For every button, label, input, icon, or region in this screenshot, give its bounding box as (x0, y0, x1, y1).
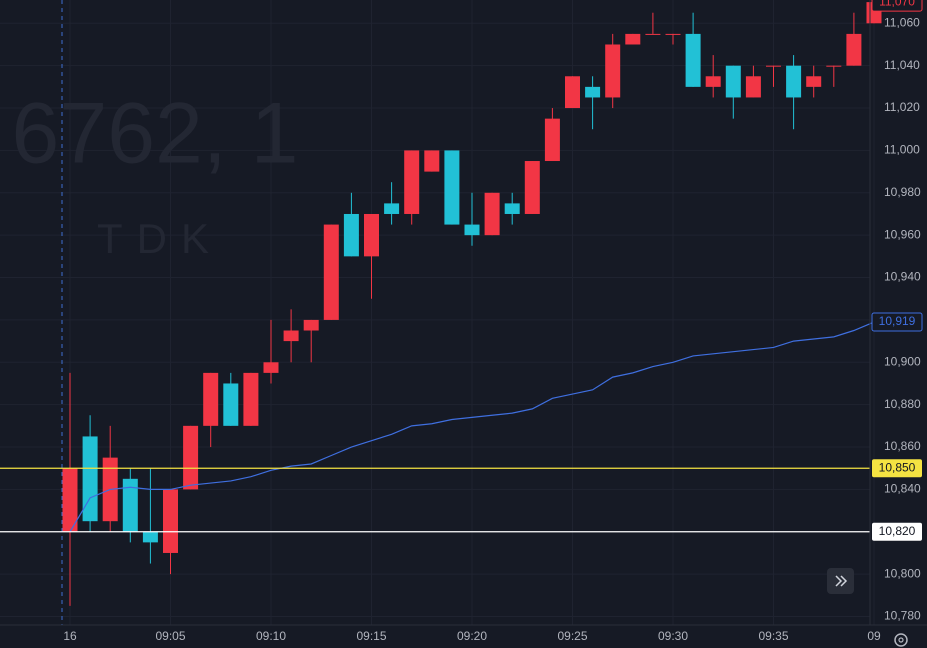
y-tick-label: 11,020 (884, 100, 920, 114)
y-tick-label: 10,840 (884, 482, 921, 496)
level-label-box (872, 459, 922, 478)
candle-body (163, 489, 178, 553)
watermark-name: TDK (97, 215, 223, 262)
y-tick-label: 10,900 (884, 354, 921, 368)
candle-body (665, 33, 681, 35)
vwap-line (69, 321, 875, 533)
candle-body (142, 531, 158, 543)
candle-body (243, 372, 259, 426)
y-tick-label: 11,040 (884, 58, 920, 72)
y-tick-label: 11,000 (884, 143, 920, 157)
candle-body (806, 76, 822, 87)
candle-body (524, 161, 540, 214)
y-tick-label: 10,980 (884, 185, 921, 199)
level-label: 10,850 (879, 460, 916, 474)
level-label-box (872, 522, 922, 541)
scroll-button[interactable] (827, 568, 854, 594)
candle-body (826, 65, 842, 67)
y-tick-label: 10,960 (884, 227, 921, 241)
candle-body (605, 44, 621, 98)
candle-body (504, 203, 520, 214)
candle-body (725, 65, 741, 98)
candle-body (444, 150, 460, 225)
candle-body (283, 330, 299, 342)
vwap-label: 10,919 (879, 314, 916, 328)
candle-body (82, 436, 98, 522)
candle-body (484, 192, 500, 236)
candle-body (464, 224, 480, 236)
candle-body (585, 86, 601, 98)
candle-body (364, 213, 379, 257)
y-tick-label: 10,800 (884, 566, 921, 580)
x-tick-label: 09:05 (155, 629, 185, 643)
x-tick-label: 09:35 (758, 629, 788, 643)
candle-body (565, 76, 580, 109)
x-tick-label: 09:20 (457, 629, 487, 643)
candle-body (203, 372, 219, 426)
candle-body (766, 65, 781, 67)
x-tick-label: 09:15 (356, 629, 386, 643)
vwap-label-box (871, 312, 923, 332)
y-tick-label: 10,880 (884, 397, 921, 411)
y-tick-label: 10,780 (884, 609, 921, 623)
level-label: 10,820 (879, 524, 916, 538)
candle-body (745, 76, 761, 98)
y-tick-label: 10,940 (884, 270, 921, 284)
candle-body (384, 203, 400, 214)
candle-body (343, 213, 359, 257)
y-tick-label: 11,060 (884, 15, 920, 29)
x-tick-label: 16 (63, 629, 77, 643)
plot-area (0, 2, 882, 606)
candle-body (122, 478, 138, 532)
settings-button[interactable] (894, 633, 908, 647)
x-tick-label: 09:10 (256, 629, 286, 643)
price-label: 11,070 (879, 0, 915, 8)
candle-body (183, 425, 199, 490)
candle-body (323, 224, 339, 320)
candle-body (424, 150, 440, 172)
candle-body (625, 33, 641, 45)
candle-body (645, 33, 661, 35)
y-tick-label: 10,860 (884, 439, 921, 453)
candle-body (786, 65, 802, 98)
candle-body (303, 319, 319, 331)
candle-body (223, 383, 239, 426)
watermark-symbol: 6762, 1 (12, 86, 299, 182)
candle-body (685, 33, 701, 87)
candle-body (404, 150, 420, 214)
x-tick-label: 09 (867, 629, 881, 643)
candle-body (62, 468, 78, 532)
candle-body (705, 76, 721, 87)
candle-body (846, 33, 862, 66)
axes: 10,780 10,800 10,820 10,840 10,860 10,880 10,9… (63, 0, 923, 643)
candle-body (263, 362, 279, 373)
x-tick-label: 09:30 (658, 629, 688, 643)
candle-body (544, 118, 560, 162)
price-label-box (871, 0, 923, 12)
x-tick-label: 09:25 (557, 629, 587, 643)
